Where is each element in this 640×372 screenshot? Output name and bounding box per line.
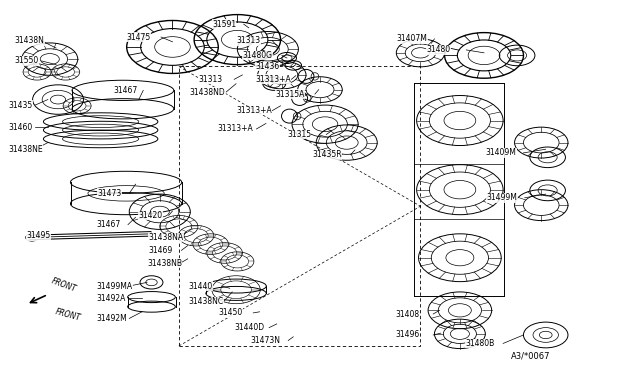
Text: 31480: 31480 xyxy=(427,45,451,54)
Text: 31460: 31460 xyxy=(8,123,33,132)
Text: 31473: 31473 xyxy=(97,189,122,198)
Text: 31475: 31475 xyxy=(126,32,150,42)
Text: 31480G: 31480G xyxy=(243,51,273,60)
Text: 31550: 31550 xyxy=(15,57,39,65)
Text: 31315: 31315 xyxy=(287,130,311,139)
Text: 31420: 31420 xyxy=(139,211,163,220)
Text: 31499M: 31499M xyxy=(486,193,518,202)
Text: 31408: 31408 xyxy=(395,310,419,318)
Text: 31436: 31436 xyxy=(255,62,280,71)
Text: FRONT: FRONT xyxy=(50,276,77,294)
Text: 31438NA: 31438NA xyxy=(148,233,184,242)
Text: 31409M: 31409M xyxy=(485,148,516,157)
Text: 31496: 31496 xyxy=(395,330,419,340)
Text: 31495: 31495 xyxy=(26,231,51,240)
Text: 31313+A: 31313+A xyxy=(255,75,291,84)
Text: 31315A: 31315A xyxy=(275,90,305,99)
Text: 31473N: 31473N xyxy=(250,336,280,345)
Text: FRONT: FRONT xyxy=(54,307,82,323)
Text: 31313+A: 31313+A xyxy=(236,106,272,115)
Text: 31467: 31467 xyxy=(96,220,120,229)
Text: 31435: 31435 xyxy=(8,100,33,110)
Bar xyxy=(179,67,420,346)
Text: 31313: 31313 xyxy=(198,75,222,84)
Text: 31480B: 31480B xyxy=(465,339,494,348)
Text: 31438NC: 31438NC xyxy=(188,297,223,307)
Text: 31435R: 31435R xyxy=(312,150,342,159)
Text: 31591: 31591 xyxy=(212,20,236,29)
Text: 31469: 31469 xyxy=(148,246,173,255)
Text: 31407M: 31407M xyxy=(396,34,427,44)
Text: 31492A: 31492A xyxy=(96,294,125,303)
Text: 31438NB: 31438NB xyxy=(147,259,182,268)
Text: 31450: 31450 xyxy=(218,308,243,317)
Text: 31440: 31440 xyxy=(188,282,212,291)
Text: 31467: 31467 xyxy=(113,86,138,95)
Text: 31313+A: 31313+A xyxy=(217,125,253,134)
Text: 31438NE: 31438NE xyxy=(8,145,43,154)
Text: 31438ND: 31438ND xyxy=(189,88,225,97)
Text: 31492M: 31492M xyxy=(96,314,127,323)
Text: 31313: 31313 xyxy=(236,36,260,45)
Text: 31499MA: 31499MA xyxy=(96,282,132,291)
Text: 31438N: 31438N xyxy=(15,36,45,45)
Text: A3/*0067: A3/*0067 xyxy=(511,352,550,361)
Text: 31440D: 31440D xyxy=(234,323,264,332)
